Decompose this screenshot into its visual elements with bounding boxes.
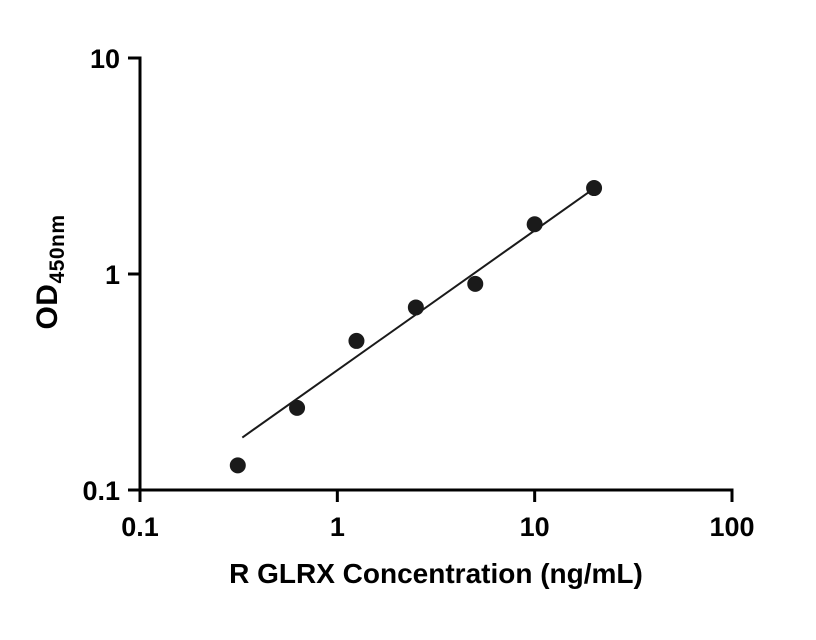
y-axis-title: OD450nm: [26, 122, 70, 422]
axes: [138, 56, 734, 492]
y-tick-label: 10: [90, 44, 120, 74]
x-axis-title: R GLRX Concentration (ng/mL): [229, 558, 643, 589]
data-point: [467, 275, 484, 292]
data-point: [229, 457, 246, 474]
data-point: [348, 332, 365, 349]
x-tick-label: 100: [709, 512, 754, 542]
x-tick-label: 10: [520, 512, 550, 542]
data-point: [289, 399, 306, 416]
y-tick-label: 1: [105, 260, 120, 290]
y-axis-title-main: OD: [31, 283, 64, 330]
data-point: [407, 299, 424, 316]
data-point: [586, 180, 603, 197]
x-tick-label: 1: [330, 512, 345, 542]
y-axis-title-subscript: 450nm: [46, 214, 69, 284]
data-point: [526, 216, 543, 233]
x-tick-label: 0.1: [121, 512, 159, 542]
y-tick-label: 0.1: [82, 476, 120, 506]
